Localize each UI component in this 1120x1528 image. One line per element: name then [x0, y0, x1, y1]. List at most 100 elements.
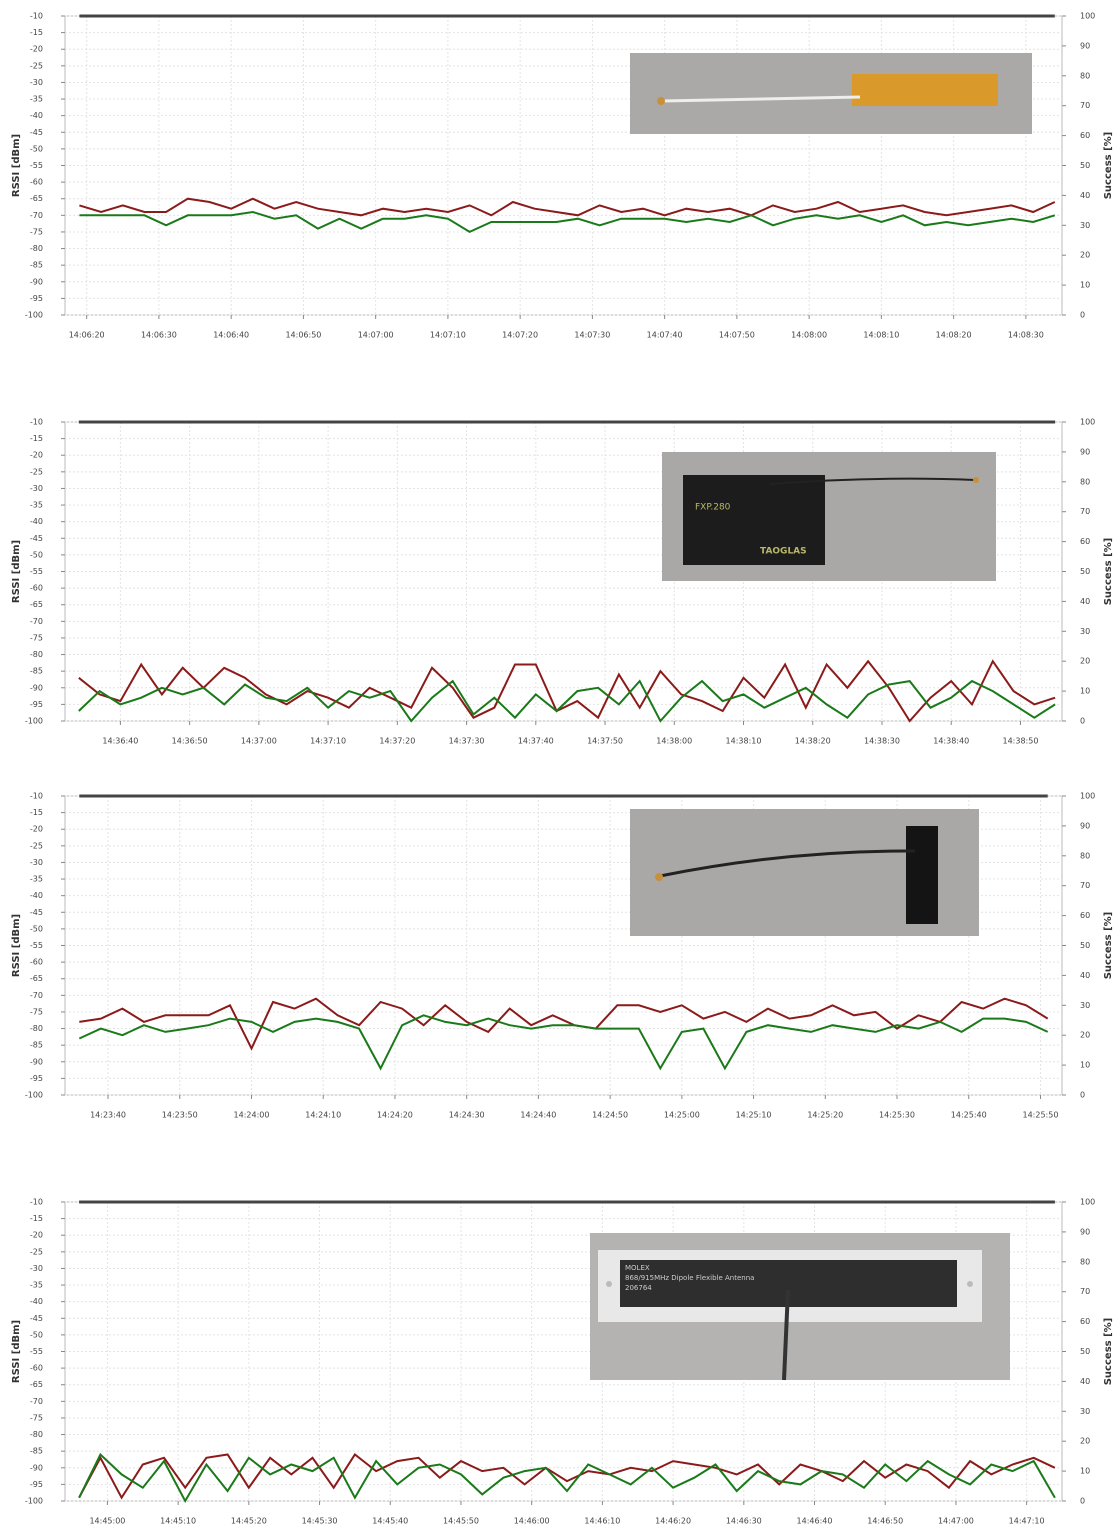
x-tick-label: 14:25:40 — [951, 1111, 987, 1120]
y-tick-label: -50 — [30, 1330, 43, 1339]
x-tick-label: 14:24:10 — [305, 1111, 341, 1120]
y-tick-label: -35 — [30, 501, 43, 510]
y2-tick-label: 80 — [1080, 71, 1090, 80]
y2-tick-label: 10 — [1080, 687, 1090, 696]
x-tick-label: 14:25:10 — [736, 1111, 772, 1120]
x-tick-label: 14:37:20 — [379, 737, 415, 746]
x-tick-label: 14:07:00 — [358, 331, 394, 340]
y-tick-label: -35 — [30, 95, 43, 104]
chart: -10 -15 -20 -25 -30 -35 -40 -45 -50 -55 -60 -65 -70 -… — [11, 792, 1114, 1120]
y-tick-label: -65 — [30, 194, 43, 203]
y2-tick-label: 20 — [1080, 1031, 1090, 1040]
y2-tick-label: 80 — [1080, 1257, 1090, 1266]
y-tick-label: -75 — [30, 1007, 43, 1016]
y-tick-label: -45 — [30, 908, 43, 917]
y-tick-label: -30 — [30, 858, 43, 867]
y2-tick-label: 100 — [1080, 418, 1095, 427]
x-tick-label: 14:38:20 — [795, 737, 831, 746]
inset-text: 868/915MHz Dipole Flexible Antenna — [625, 1274, 754, 1282]
x-tick-label: 14:24:20 — [377, 1111, 413, 1120]
y-tick-label: -20 — [30, 825, 43, 834]
x-tick-label: 14:25:30 — [879, 1111, 915, 1120]
y-tick-label: -40 — [30, 1297, 43, 1306]
x-tick-label: 14:37:50 — [587, 737, 623, 746]
y2-tick-label: 100 — [1080, 1198, 1095, 1207]
photo-inset — [630, 53, 1032, 134]
y-tick-label: -15 — [30, 1214, 43, 1223]
series-line — [79, 997, 1049, 1051]
y2-tick-label: 60 — [1080, 131, 1090, 140]
x-tick-label: 14:46:40 — [797, 1517, 833, 1526]
x-tick-label: 14:07:30 — [574, 331, 610, 340]
y-tick-label: -85 — [30, 261, 43, 270]
y-tick-label: -50 — [30, 924, 43, 933]
y-tick-label: -95 — [30, 1480, 43, 1489]
x-tick-label: 14:47:10 — [1009, 1517, 1045, 1526]
y-axis-title: RSSI [dBm] — [11, 914, 22, 977]
y-tick-label: -85 — [30, 1041, 43, 1050]
y-axis-title: RSSI [dBm] — [11, 1320, 22, 1383]
x-tick-label: 14:07:40 — [647, 331, 683, 340]
series-line — [78, 679, 1056, 723]
y2-tick-label: 90 — [1080, 447, 1090, 456]
x-tick-label: 14:25:20 — [807, 1111, 843, 1120]
x-tick-label: 14:23:50 — [162, 1111, 198, 1120]
y2-tick-label: 20 — [1080, 1437, 1090, 1446]
x-tick-label: 14:47:00 — [938, 1517, 974, 1526]
y-tick-label: -35 — [30, 1281, 43, 1290]
y-tick-label: -20 — [30, 451, 43, 460]
y-tick-label: -10 — [30, 1198, 43, 1207]
y2-tick-label: 50 — [1080, 161, 1090, 170]
x-tick-label: 14:45:30 — [302, 1517, 338, 1526]
y-tick-label: -45 — [30, 128, 43, 137]
y-tick-label: -30 — [30, 484, 43, 493]
y2-tick-label: 90 — [1080, 1227, 1090, 1236]
x-tick-label: 14:06:20 — [69, 331, 105, 340]
series-line — [78, 1452, 1056, 1504]
y2-axis-title: Success [%] — [1103, 132, 1114, 200]
x-tick-label: 14:24:50 — [592, 1111, 628, 1120]
y2-tick-label: 60 — [1080, 1317, 1090, 1326]
y-tick-label: -80 — [30, 650, 43, 659]
y-tick-label: -15 — [30, 434, 43, 443]
y2-axis-title: Success [%] — [1103, 538, 1114, 606]
y-tick-label: -60 — [30, 584, 43, 593]
x-tick-label: 14:46:10 — [584, 1517, 620, 1526]
x-tick-label: 14:08:30 — [1008, 331, 1044, 340]
y2-tick-label: 20 — [1080, 657, 1090, 666]
x-tick-label: 14:45:10 — [160, 1517, 196, 1526]
x-tick-label: 14:07:10 — [430, 331, 466, 340]
y-tick-label: -10 — [30, 792, 43, 801]
y-tick-label: -10 — [30, 12, 43, 21]
y-tick-label: -25 — [30, 841, 43, 850]
y-tick-label: -40 — [30, 111, 43, 120]
x-tick-label: 14:38:40 — [933, 737, 969, 746]
y-tick-label: -70 — [30, 211, 43, 220]
y-tick-label: -80 — [30, 244, 43, 253]
y-tick-label: -45 — [30, 534, 43, 543]
x-tick-label: 14:37:00 — [241, 737, 277, 746]
y-tick-label: -80 — [30, 1430, 43, 1439]
y2-tick-label: 70 — [1080, 507, 1090, 516]
inset-text: MOLEX — [625, 1264, 650, 1272]
x-tick-label: 14:45:00 — [89, 1517, 125, 1526]
x-tick-label: 14:08:20 — [936, 331, 972, 340]
y-tick-label: -90 — [30, 1463, 43, 1472]
y-tick-label: -60 — [30, 178, 43, 187]
inset-text: 206764 — [625, 1284, 652, 1292]
y-tick-label: -100 — [25, 1497, 43, 1506]
y-tick-label: -40 — [30, 517, 43, 526]
y2-tick-label: 50 — [1080, 567, 1090, 576]
x-tick-label: 14:45:50 — [443, 1517, 479, 1526]
y2-tick-label: 0 — [1080, 1497, 1085, 1506]
series-line — [78, 1014, 1049, 1071]
y2-tick-label: 60 — [1080, 537, 1090, 546]
x-tick-label: 14:37:40 — [518, 737, 554, 746]
y2-tick-label: 0 — [1080, 1091, 1085, 1100]
x-tick-label: 14:07:50 — [719, 331, 755, 340]
y-tick-label: -95 — [30, 294, 43, 303]
y-tick-label: -95 — [30, 1074, 43, 1083]
inset-text: FXP.280 — [695, 503, 731, 513]
chart: -10 -15 -20 -25 -30 -35 -40 -45 -50 -55 -60 -65 -70 -… — [11, 1198, 1114, 1526]
x-tick-label: 14:06:50 — [285, 331, 321, 340]
